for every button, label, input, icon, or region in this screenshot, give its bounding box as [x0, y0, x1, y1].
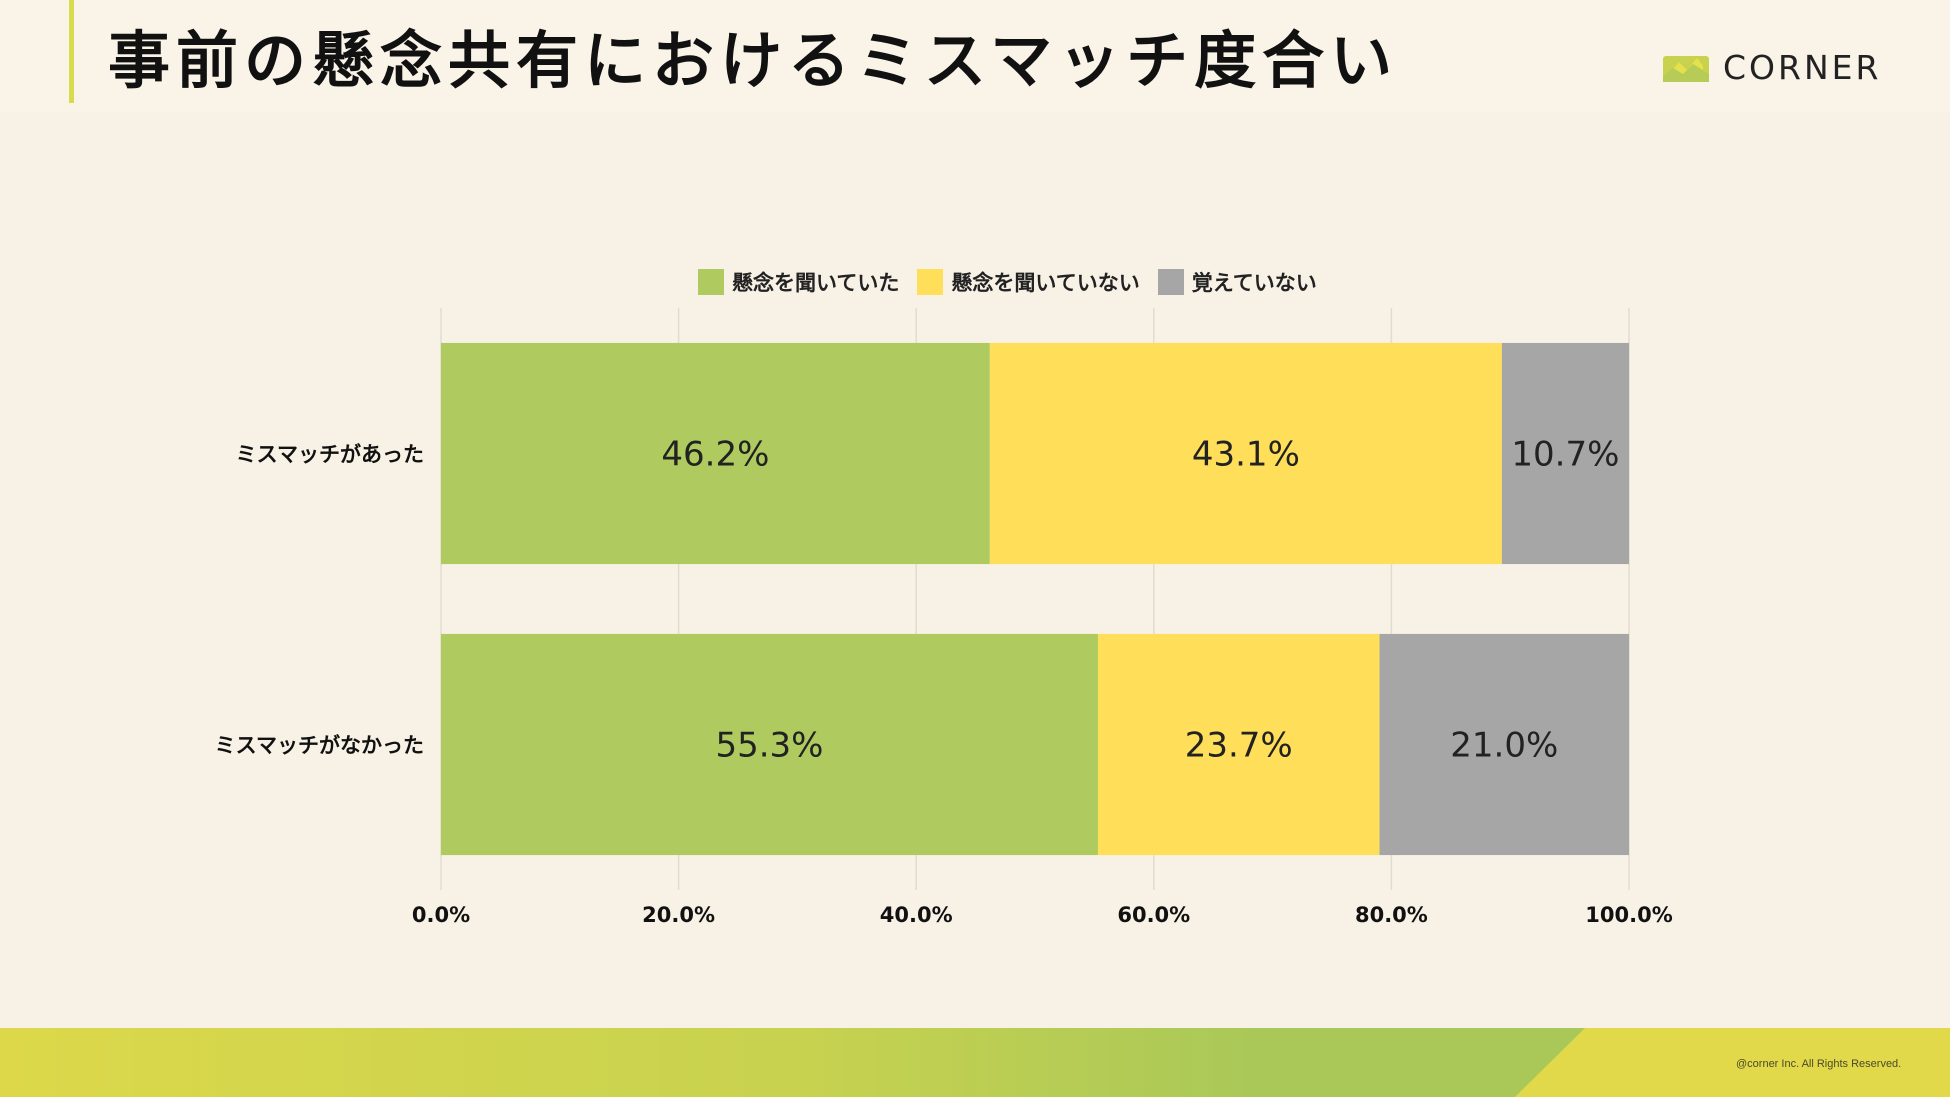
- data-label: 10.7%: [1511, 435, 1619, 475]
- legend-label: 懸念を聞いていた: [732, 271, 900, 295]
- x-tick-label: 100.0%: [1585, 903, 1672, 927]
- bar-segment: [441, 342, 990, 565]
- bar-segment: [1501, 342, 1629, 565]
- legend-swatch: [1157, 269, 1184, 295]
- data-label: 21.0%: [1450, 726, 1558, 766]
- category-label: ミスマッチがなかった: [215, 734, 424, 758]
- data-label: 43.1%: [1192, 435, 1300, 475]
- legend-item: 覚えていない: [1157, 267, 1317, 297]
- data-label: 55.3%: [715, 726, 823, 766]
- x-tick-label: 40.0%: [880, 903, 953, 927]
- data-label: 46.2%: [661, 435, 769, 475]
- x-tick-label: 60.0%: [1117, 903, 1190, 927]
- x-tick-label: 0.0%: [412, 903, 470, 927]
- bar-segment: [1379, 633, 1629, 856]
- bar-segment: [441, 633, 1098, 856]
- legend-item: 懸念を聞いていた: [698, 267, 899, 297]
- stacked-bar-chart: 46.2% 43.1% 10.7% ミスマッチがあった 55.3% 23.7% 21.0% ミ…: [215, 308, 1673, 927]
- x-tick-label: 80.0%: [1355, 903, 1428, 927]
- bar-segment: [989, 342, 1502, 565]
- copyright-text: @corner Inc. All Rights Reserved.: [1736, 1058, 1902, 1070]
- legend-label: 懸念を聞いていない: [951, 271, 1140, 295]
- bar-segment: [1097, 633, 1380, 856]
- page-title: 事前の懸念共有におけるミスマッチ度合い: [108, 24, 1399, 97]
- legend-label: 覚えていない: [1191, 271, 1317, 295]
- footer-band: [0, 1028, 1950, 1097]
- x-tick-label: 20.0%: [642, 903, 715, 927]
- header-band: [0, 0, 1950, 112]
- brand-name: CORNER: [1723, 47, 1882, 87]
- data-label: 23.7%: [1185, 726, 1293, 766]
- legend-item: 懸念を聞いていない: [917, 267, 1140, 297]
- title-accent-bar: [69, 0, 74, 103]
- legend-swatch: [917, 269, 944, 295]
- chart-legend: 懸念を聞いていた 懸念を聞いていない 覚えていない: [698, 266, 1335, 298]
- category-label: ミスマッチがあった: [236, 443, 424, 467]
- corner-logo-icon: [1663, 56, 1709, 82]
- legend-swatch: [698, 269, 724, 295]
- brand: CORNER: [1663, 44, 1881, 90]
